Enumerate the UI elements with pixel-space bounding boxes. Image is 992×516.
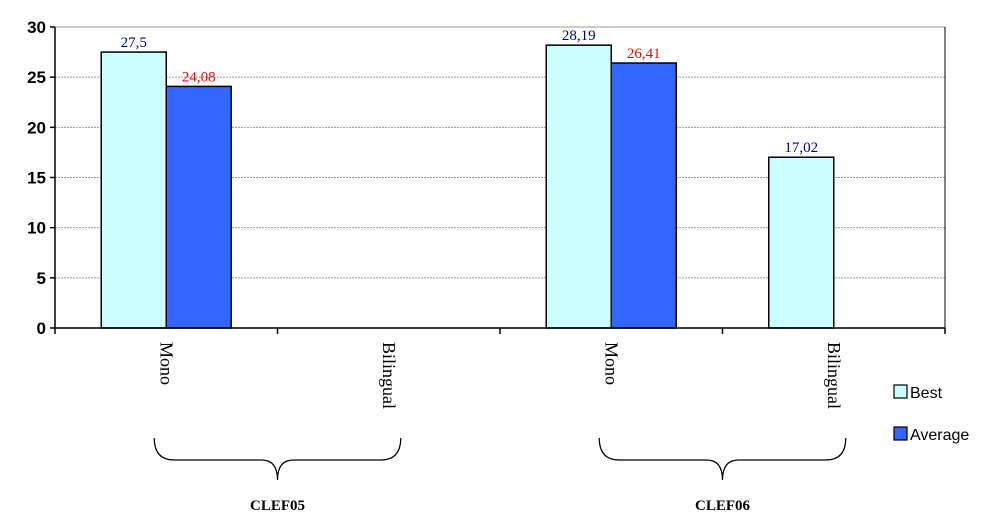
category-label-2: Mono — [601, 342, 621, 385]
y-tick-label-5: 5 — [37, 269, 46, 288]
group-brackets: CLEF05 CLEF06 — [153, 437, 847, 514]
legend-swatch-average — [893, 426, 908, 441]
bar-best-2 — [545, 44, 612, 329]
category-label-3: Bilingual — [824, 342, 844, 409]
category-label-1: Bilingual — [379, 342, 399, 409]
legend-label-average: Average — [910, 427, 969, 444]
bars — [100, 44, 835, 329]
group-bracket-0 — [153, 437, 402, 481]
value-label-average-2: 26,41 — [627, 46, 661, 62]
y-tick-label-15: 15 — [27, 169, 46, 188]
group-label-0: CLEF05 — [250, 498, 305, 514]
value-label-best-0: 27,5 — [121, 35, 147, 51]
labels: 27,5 24,08 28,19 26,41 17,02 — [121, 28, 819, 156]
bar-average-2 — [610, 62, 677, 329]
bar-average-0 — [165, 85, 232, 329]
value-label-average-0: 24,08 — [182, 69, 216, 85]
y-tick-label-25: 25 — [27, 68, 46, 87]
legend: Best Average — [893, 384, 969, 444]
y-tick-label-0: 0 — [37, 319, 46, 338]
legend-label-best: Best — [910, 385, 943, 402]
bar-best-0 — [100, 51, 167, 329]
value-label-best-2: 28,19 — [562, 28, 596, 44]
y-tick-label-30: 30 — [27, 18, 46, 37]
bar-best-3 — [768, 156, 835, 329]
category-label-0: Mono — [156, 342, 176, 385]
legend-swatch-best — [893, 384, 908, 399]
value-label-best-3: 17,02 — [784, 140, 818, 156]
group-label-1: CLEF06 — [695, 498, 751, 514]
axes: 0 5 10 15 20 25 30 Mono Bilingual Mono Bilingual — [27, 18, 946, 409]
group-bracket-1 — [598, 437, 847, 481]
y-tick-label-10: 10 — [27, 219, 46, 238]
y-tick-label-20: 20 — [27, 118, 46, 137]
